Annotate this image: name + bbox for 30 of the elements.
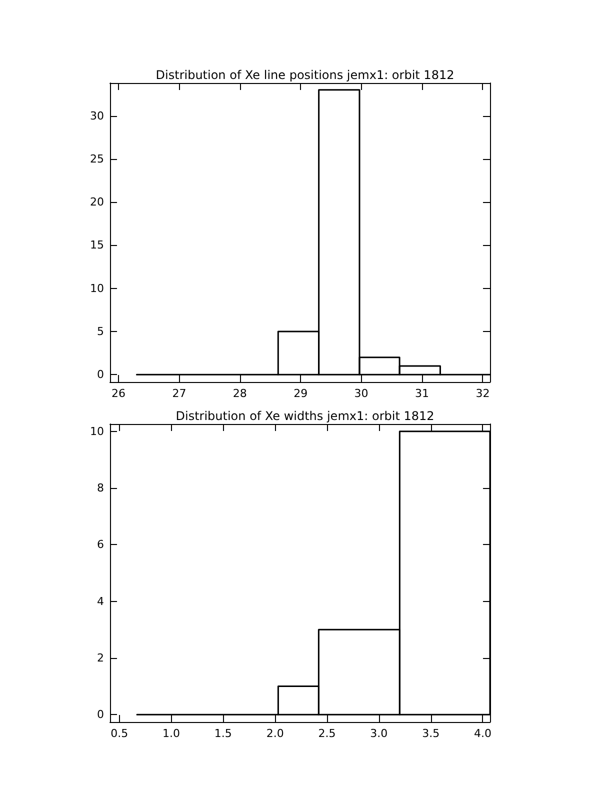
x-tick-label: 31 — [415, 387, 430, 400]
y-tick-label: 30 — [90, 109, 104, 122]
y-tick-label: 10 — [90, 424, 104, 438]
y-tick-label: 15 — [90, 238, 104, 252]
x-tick-label: 27 — [172, 387, 186, 400]
x-tick-label: 3.0 — [370, 727, 388, 740]
x-tick-label: 28 — [232, 387, 247, 400]
y-tick-label: 2 — [97, 651, 104, 664]
y-tick-label: 25 — [90, 152, 104, 166]
chart-title: Distribution of Xe line positions jemx1: orbit 1812 — [156, 68, 454, 82]
y-tick-label: 8 — [97, 482, 104, 495]
y-tick-label: 20 — [90, 196, 104, 209]
y-tick-label: 4 — [97, 594, 104, 608]
x-tick-label: 1.5 — [214, 727, 232, 740]
y-tick-label: 0 — [97, 368, 104, 382]
x-tick-label: 32 — [476, 387, 490, 400]
x-tick-label: 26 — [112, 387, 126, 400]
x-tick-label: 1.0 — [162, 727, 180, 740]
y-tick-label: 6 — [97, 538, 104, 552]
x-tick-label: 2.5 — [318, 727, 336, 740]
chart-title: Distribution of Xe widths jemx1: orbit 1812 — [176, 409, 434, 423]
y-tick-label: 10 — [90, 282, 104, 295]
x-tick-label: 0.5 — [110, 727, 128, 740]
x-tick-label: 30 — [354, 387, 368, 400]
x-tick-label: 3.5 — [422, 727, 440, 740]
x-tick-label: 4.0 — [474, 727, 492, 740]
x-tick-label: 2.0 — [266, 727, 284, 740]
y-tick-label: 0 — [97, 708, 104, 722]
x-tick-label: 29 — [294, 387, 308, 400]
y-tick-label: 5 — [97, 325, 104, 338]
